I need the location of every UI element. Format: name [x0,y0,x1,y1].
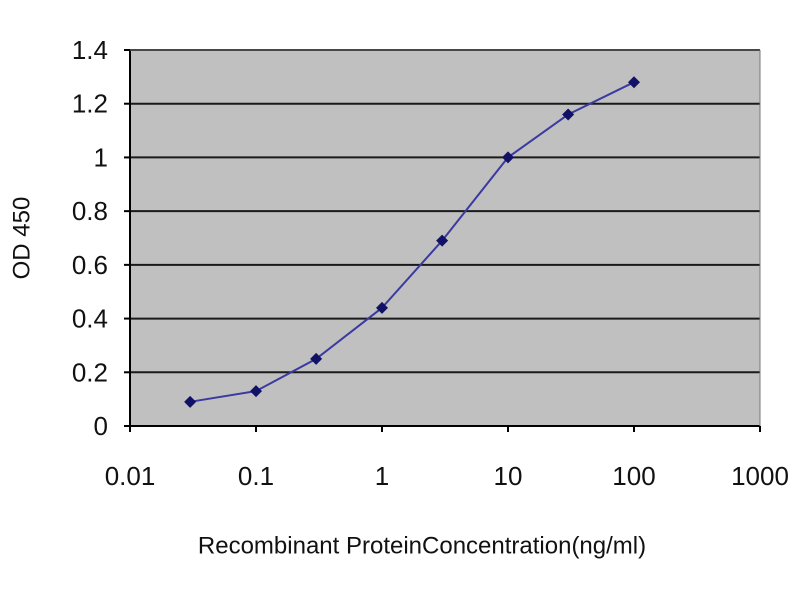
data-point [310,352,323,365]
data-point [376,301,388,314]
x-tick-labels: 0.01 0.1 1 10 100 1000 [105,461,789,491]
y-axis-title: OD 450 [9,197,36,280]
x-axis-title: Recombinant ProteinConcentration(ng/ml) [198,533,646,560]
axes [124,49,761,432]
data-point [436,234,449,247]
series-markers [184,76,640,408]
y-tick-label: 0.4 [72,304,108,334]
y-tick-label: 1 [94,142,108,172]
x-tick-label: 0.01 [105,461,156,491]
x-tick-label: 1000 [731,461,789,491]
data-point [562,108,575,121]
y-tick-label: 0.8 [72,196,108,226]
y-tick-label: 0 [94,411,108,441]
y-tick-label: 1.4 [72,35,108,65]
y-tick-labels: 0 0.2 0.4 0.6 0.8 1 1.2 1.4 [72,35,108,441]
y-tick-label: 0.6 [72,250,108,280]
y-tick-label: 1.2 [72,89,108,119]
x-tick-label: 0.1 [238,461,274,491]
x-tick-label: 10 [494,461,523,491]
series-line [189,81,635,403]
data-point [184,395,197,408]
y-tick-label: 0.2 [72,357,108,387]
data-point [502,151,514,164]
x-tick-label: 100 [612,461,655,491]
x-tick-label: 1 [375,461,389,491]
data-point [628,76,640,89]
data-point [250,385,262,398]
